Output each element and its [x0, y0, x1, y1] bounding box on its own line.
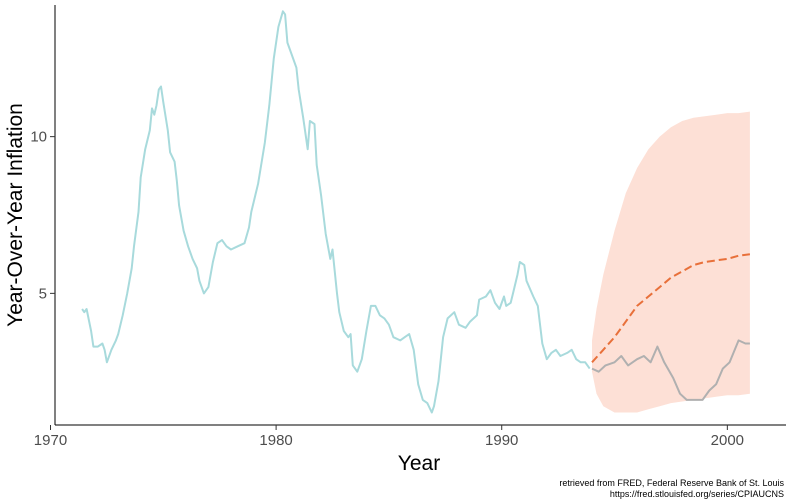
source-caption-line-2: https://fred.stlouisfed.org/series/CPIAU… — [610, 489, 784, 499]
x-tick-label: 1980 — [259, 432, 292, 449]
forecast-interval-band — [592, 111, 750, 413]
y-axis-title: Year-Over-Year Inflation — [4, 103, 27, 327]
x-tick-label: 1990 — [485, 432, 518, 449]
actual-series-line — [591, 339, 750, 401]
y-tick-label: 5 — [39, 285, 47, 302]
x-tick-label: 1970 — [34, 432, 67, 449]
y-tick-label: 10 — [30, 129, 47, 146]
historical-series-line — [81, 10, 591, 414]
x-axis-title: Year — [398, 452, 440, 475]
forecast-series-line — [591, 253, 751, 363]
x-tick-label: 2000 — [711, 432, 744, 449]
plot-area — [81, 10, 751, 414]
source-caption-line-1: retrieved from FRED, Federal Reserve Ban… — [559, 478, 784, 488]
axes: 1970 1980 1990 2000 5 10 — [30, 5, 786, 449]
